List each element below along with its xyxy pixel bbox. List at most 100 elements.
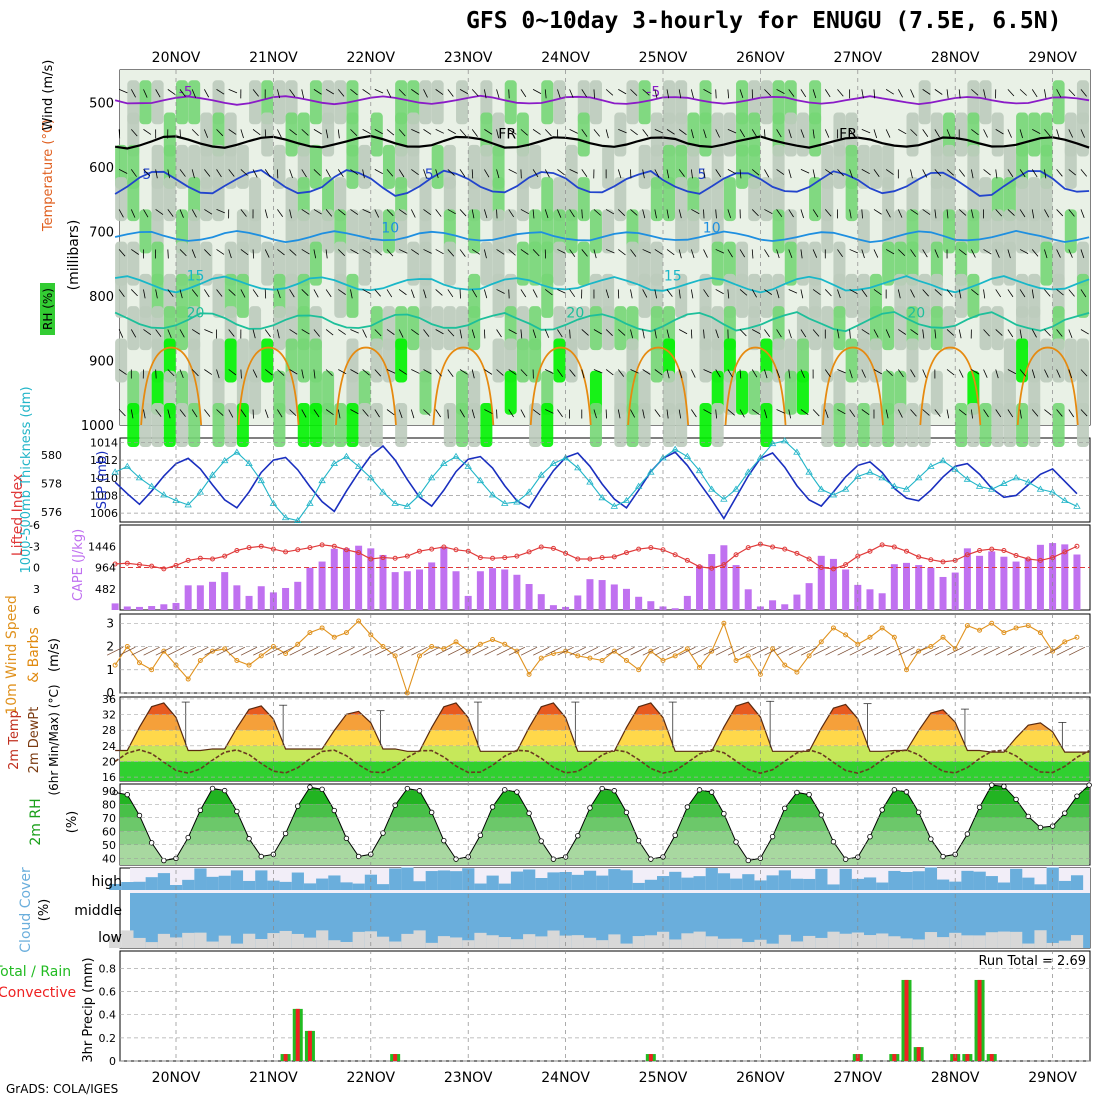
rh-cell	[699, 403, 712, 447]
wind-barb	[399, 646, 416, 656]
wind-barb	[678, 329, 688, 335]
wind-barb	[569, 169, 578, 174]
rh-cell	[809, 306, 822, 351]
cloud-high-bar	[206, 876, 219, 890]
wind-barb	[946, 129, 951, 138]
wind-barb	[289, 249, 297, 256]
wind-barb	[970, 169, 974, 179]
cape-bar	[574, 595, 582, 610]
cape-bar	[890, 564, 898, 610]
thickness-marker	[318, 476, 326, 484]
wind-barb	[252, 169, 258, 178]
cloud-high-bar	[437, 870, 451, 890]
rh-cell	[176, 80, 188, 125]
cloud-high-bar	[352, 883, 365, 890]
cloud-level-high: high	[91, 874, 122, 890]
wind-barb	[471, 249, 480, 255]
wind-barb	[240, 409, 247, 418]
lifted-index-marker	[721, 562, 727, 568]
wind-barb	[301, 369, 304, 379]
temp-tick-label: 28	[102, 724, 116, 737]
wind-barb	[593, 369, 603, 374]
rh-cell	[589, 403, 602, 447]
thickness-marker	[805, 468, 813, 475]
wind-barb	[179, 329, 185, 338]
cloud-low-bar	[376, 936, 390, 948]
cape-bar	[501, 569, 509, 610]
isotherm-label: -5	[646, 84, 660, 100]
lifted-index-marker	[246, 545, 252, 551]
wind-barb	[1031, 249, 1039, 257]
wind-barb	[666, 289, 673, 297]
wind-barb	[824, 209, 832, 217]
wind-barb	[325, 409, 334, 415]
wind-barb	[946, 369, 955, 376]
wind-speed-marker	[429, 644, 435, 650]
wind-barb	[1007, 169, 1014, 178]
precip-convective-bar	[393, 1054, 398, 1061]
wind-barb	[1068, 409, 1075, 418]
rh-marker	[867, 833, 873, 840]
thickness-marker	[732, 485, 740, 492]
rh-marker	[928, 836, 934, 842]
rh-cell	[796, 370, 809, 415]
rh-cell	[1052, 338, 1065, 383]
wind-barb	[459, 409, 465, 418]
wind-speed-marker	[989, 620, 995, 626]
cloud-low-bar	[340, 941, 353, 948]
wind-barb	[118, 289, 125, 297]
wind-barb	[715, 646, 733, 656]
wind-barb	[1080, 289, 1087, 298]
cloud-low-bar	[693, 931, 706, 948]
wind-barb	[386, 646, 404, 656]
rh-cell	[553, 241, 566, 286]
wind-speed-marker	[453, 639, 459, 645]
cloud-high-bar	[255, 870, 268, 890]
wind-barb	[800, 646, 818, 656]
wind-barb	[362, 209, 372, 214]
rh-cell	[565, 209, 578, 254]
rh-cell	[589, 306, 602, 351]
wind-barb	[873, 249, 879, 258]
wind-barb	[703, 89, 712, 95]
wind-barb	[459, 169, 466, 178]
wind-barb	[861, 89, 864, 99]
thickness-marker	[281, 513, 290, 521]
cape-bar	[903, 562, 910, 610]
precip-tick-label: 0.2	[99, 1032, 117, 1045]
wind-barb	[1007, 249, 1011, 259]
rh-cell	[346, 144, 359, 189]
cloud-low-bar	[316, 930, 329, 948]
rh-cell	[443, 241, 456, 286]
precip-convective-bar	[307, 1030, 312, 1061]
thickness-marker	[1000, 479, 1008, 486]
cloud-high-bar	[109, 883, 122, 890]
wind-barb	[398, 169, 405, 178]
wind-barb	[337, 409, 341, 419]
wind-barb	[386, 369, 396, 374]
wind-barb	[459, 329, 463, 339]
wind-barb	[1080, 249, 1085, 259]
chart-title: GFS 0~10day 3-hourly for ENUGU (7.5E, 6.…	[466, 8, 1062, 34]
thickness-marker	[488, 491, 497, 498]
wind-barb	[532, 249, 540, 257]
wind-barb	[277, 209, 284, 217]
wind-barb	[1044, 369, 1049, 378]
wind-barb	[167, 89, 176, 95]
wind-barb	[751, 169, 760, 176]
lifted-index-marker	[684, 557, 690, 563]
thickness-tick-label: 580	[41, 449, 62, 462]
wind-barb	[934, 249, 939, 258]
thickness-marker	[135, 474, 144, 481]
wind-barb	[1056, 129, 1060, 139]
wind-barb	[1080, 129, 1085, 138]
cloud-high-bar	[389, 868, 402, 890]
wind-barb	[374, 88, 384, 94]
wind-speed-marker	[210, 648, 216, 654]
wind-barb	[471, 89, 479, 97]
cape-bar	[696, 565, 704, 610]
rh-marker	[136, 812, 143, 819]
thickness-marker	[257, 476, 265, 484]
wind-barb	[678, 169, 685, 177]
wind-barb	[398, 369, 407, 375]
